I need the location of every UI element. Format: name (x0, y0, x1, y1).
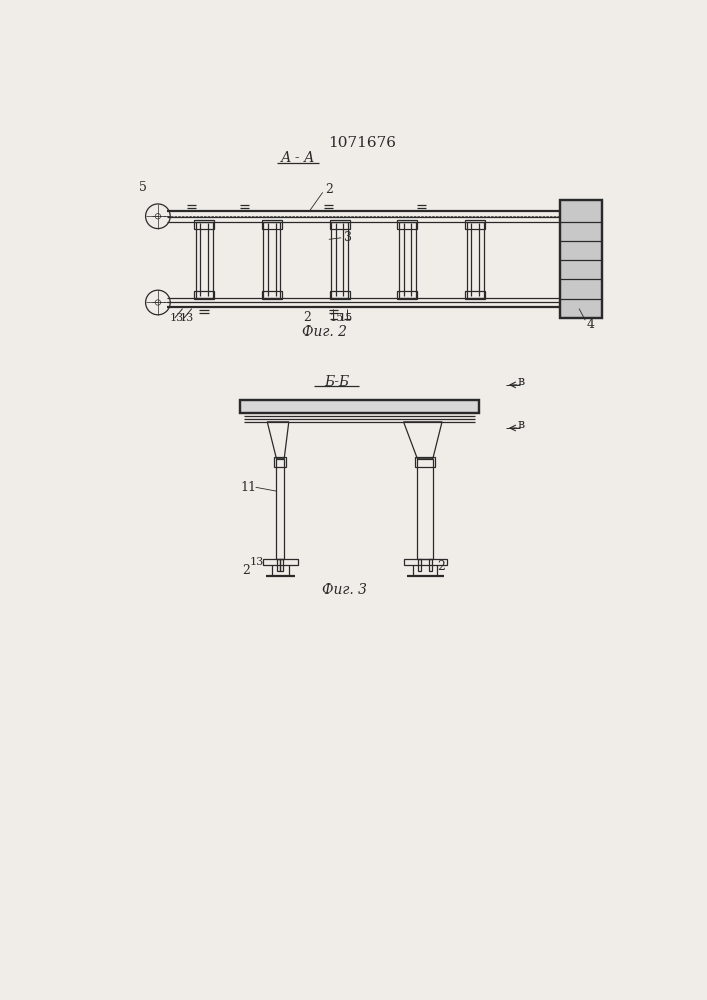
Bar (240, 400, 479, 413)
Bar (329, 291, 350, 299)
Text: 5: 5 (139, 181, 146, 194)
Text: 15: 15 (329, 313, 344, 323)
Text: в: в (518, 418, 525, 431)
Text: 1071676: 1071676 (328, 136, 396, 150)
Bar (240, 400, 479, 413)
Text: 11: 11 (240, 481, 256, 494)
Bar (560, 200, 602, 318)
Bar (264, 222, 281, 298)
Bar (418, 559, 421, 571)
Bar (397, 220, 417, 229)
Text: Фиг. 2: Фиг. 2 (303, 325, 348, 339)
Bar (331, 222, 348, 298)
Bar (194, 291, 214, 299)
Bar (465, 220, 485, 229)
Bar (465, 291, 485, 299)
Text: 2: 2 (438, 560, 445, 573)
Text: 4: 4 (587, 318, 595, 331)
Bar (417, 459, 433, 559)
Bar (397, 291, 417, 299)
Bar (262, 220, 282, 229)
Text: 2: 2 (243, 564, 250, 577)
Bar (281, 559, 284, 571)
Text: в: в (518, 375, 525, 388)
Bar (274, 457, 286, 466)
Bar (429, 559, 432, 571)
Bar (560, 200, 602, 318)
Bar (415, 457, 435, 466)
Bar (196, 222, 213, 298)
Text: Фиг. 3: Фиг. 3 (322, 583, 367, 597)
Text: 13: 13 (170, 313, 185, 323)
Bar (329, 220, 350, 229)
Text: Б-Б: Б-Б (324, 375, 349, 389)
Text: А - А: А - А (281, 151, 315, 165)
Bar (277, 559, 281, 571)
Bar (262, 559, 298, 565)
Bar (467, 222, 484, 298)
Text: 2: 2 (303, 311, 311, 324)
Text: 2: 2 (325, 183, 333, 196)
Bar (194, 220, 214, 229)
Text: 13: 13 (250, 557, 264, 567)
Bar (399, 222, 416, 298)
Text: 15: 15 (339, 313, 353, 323)
Bar (404, 559, 447, 565)
Bar (262, 291, 282, 299)
Text: 13: 13 (180, 313, 194, 323)
Bar (276, 459, 284, 559)
Text: 3: 3 (344, 231, 352, 244)
